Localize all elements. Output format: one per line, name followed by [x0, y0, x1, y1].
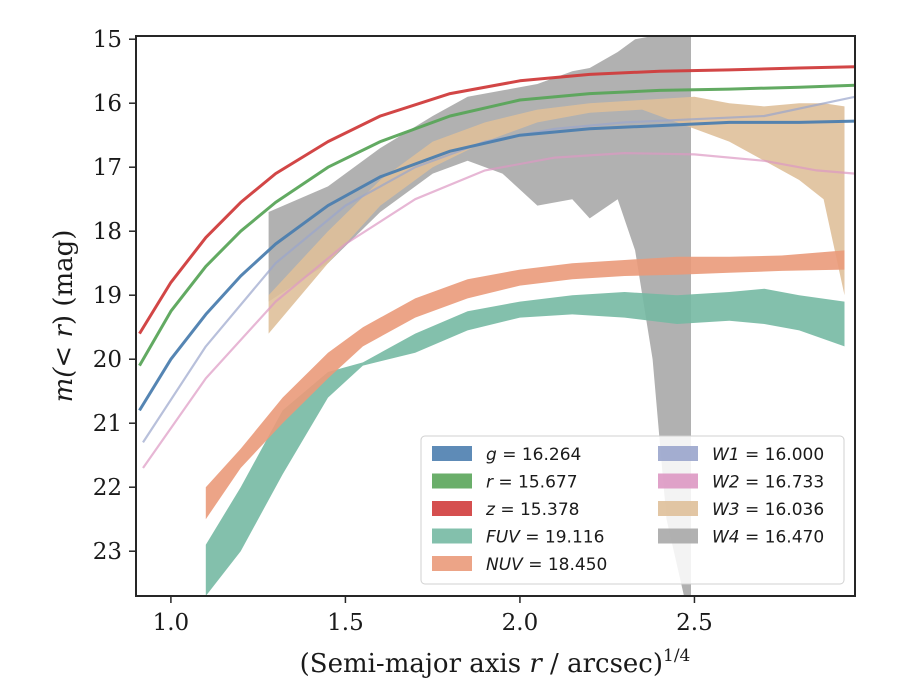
y-axis-label-prefix: m( — [49, 367, 79, 403]
y-axis-label-mid: < r — [49, 324, 79, 368]
legend-swatch-w3 — [658, 501, 698, 516]
legend-swatch-r — [432, 473, 472, 489]
x-axis-label: (Semi-major axis r / arcsec)1/4 — [300, 646, 691, 679]
y-tick-label: 22 — [93, 475, 122, 501]
y-tick-label: 15 — [93, 27, 122, 53]
legend-label-nuv: NUV = 18.450 — [486, 555, 607, 575]
legend-label-r: r = 15.677 — [486, 473, 578, 493]
ticks-layer: 1.0 1.5 2.0 2.5 15 16 17 18 19 20 21 22 23 — [93, 27, 713, 636]
legend-label-fuv: FUV = 19.116 — [486, 528, 604, 548]
y-tick-label: 18 — [93, 219, 122, 245]
band-w4 — [268, 36, 691, 596]
legend-label-w1: W1 = 16.000 — [712, 445, 824, 465]
legend-swatch-g — [432, 446, 472, 461]
x-tick-label: 2.0 — [502, 610, 539, 636]
legend-label-z: z = 15.378 — [485, 500, 579, 520]
y-tick-label: 19 — [93, 283, 122, 309]
legend-label-w4: W4 = 16.470 — [712, 528, 824, 548]
y-tick-label: 23 — [93, 539, 122, 565]
band-fuv — [205, 288, 845, 596]
legend-frame — [420, 435, 845, 585]
y-axis-label: m(< r) (mag) — [49, 230, 79, 403]
line-g — [138, 119, 855, 412]
legend-label-g: g = 16.264 — [486, 445, 581, 465]
legend-swatch-w4 — [658, 528, 698, 544]
x-axis-label-mid: / arcsec) — [542, 649, 663, 679]
legend-swatch-w1 — [658, 446, 698, 461]
x-axis-label-prefix: (Semi-major axis — [300, 649, 530, 679]
line-w1 — [142, 95, 855, 444]
legend: g = 16.264 r = 15.677 z = 15.378 FUV = 19.1… — [420, 435, 845, 585]
x-axis-label-sup: 1/4 — [663, 646, 690, 666]
x-tick-label: 2.5 — [676, 610, 713, 636]
y-axis-label-suffix: ) (mag) — [49, 230, 79, 326]
x-tick-label: 1.5 — [327, 610, 364, 636]
x-axis-label-var: r — [529, 649, 543, 679]
legend-swatch-w2 — [658, 473, 698, 489]
y-tick-label: 21 — [93, 411, 122, 437]
legend-label-w3: W3 = 16.036 — [712, 500, 824, 520]
legend-swatch-nuv — [432, 556, 472, 571]
line-r — [138, 83, 855, 367]
y-tick-label: 20 — [93, 347, 122, 373]
legend-swatch-z — [432, 501, 472, 516]
x-tick-label: 1.0 — [153, 610, 190, 636]
band-w3 — [268, 96, 845, 334]
y-tick-label: 16 — [93, 91, 122, 117]
legend-label-w2: W2 = 16.733 — [712, 473, 824, 493]
y-tick-label: 17 — [93, 155, 122, 181]
series-layer — [138, 36, 855, 596]
line-w2 — [142, 152, 855, 469]
line-z — [138, 65, 855, 335]
plot-frame — [135, 35, 856, 597]
legend-swatch-fuv — [432, 528, 472, 544]
